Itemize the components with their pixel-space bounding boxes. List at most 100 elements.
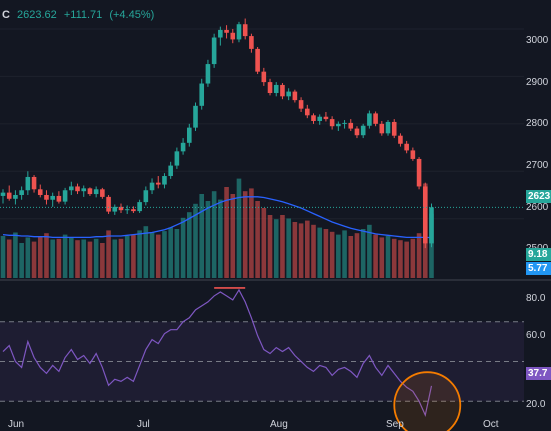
volume-bar <box>93 238 99 278</box>
volume-bar <box>62 234 68 278</box>
volume-bar <box>211 191 217 278</box>
volume-bar <box>162 231 167 278</box>
candle-body <box>249 36 254 49</box>
candle-body <box>342 122 347 124</box>
volume-value-tag: 9.18 <box>526 248 551 261</box>
candle-body <box>100 189 105 197</box>
volume-bar <box>118 238 124 278</box>
candle-body <box>292 91 298 101</box>
highlight-circle <box>393 371 462 431</box>
volume-bar <box>273 219 279 278</box>
volume-bar <box>131 234 136 278</box>
candle-body <box>50 195 55 200</box>
price-axis-label[interactable]: 2700 <box>526 160 549 171</box>
volume-bar <box>137 230 142 278</box>
volume-bar <box>298 223 304 278</box>
candle-body <box>224 29 229 33</box>
rsi-axis-label[interactable]: 80.0 <box>526 293 546 304</box>
volume-bar <box>81 239 87 278</box>
candle-body <box>19 190 24 195</box>
volume-bar <box>224 187 229 278</box>
volume-bar <box>199 194 205 278</box>
candle-body <box>69 186 74 191</box>
candle-body <box>168 165 173 177</box>
time-axis-label[interactable]: Oct <box>483 419 499 430</box>
candle-body <box>354 128 360 136</box>
candle-body <box>0 192 6 196</box>
time-axis-label[interactable]: Sep <box>386 419 404 430</box>
volume-bar <box>69 237 74 278</box>
ohlc-header: C 2623.62 +111.71 (+4.45%) <box>2 9 154 21</box>
candle-body <box>106 196 111 212</box>
price-axis-label[interactable]: 2600 <box>526 202 549 213</box>
volume-bar <box>360 229 366 278</box>
volume-ma-line <box>2 196 432 239</box>
candle-body <box>323 116 329 120</box>
rsi-chart[interactable] <box>0 281 551 431</box>
volume-bar <box>155 234 161 278</box>
rsi-pane[interactable]: 80.0 60.0 20.0 37.7 <box>0 281 551 431</box>
volume-bar <box>385 236 391 278</box>
volume-bar <box>336 234 341 278</box>
candle-body <box>398 135 403 144</box>
time-axis-label[interactable]: Jul <box>137 419 150 430</box>
volume-bar <box>367 224 372 278</box>
volume-bar <box>25 237 31 278</box>
candle-body <box>416 158 422 187</box>
volume-bar <box>19 243 24 278</box>
volume-bar <box>205 201 211 278</box>
candle-body <box>25 176 31 191</box>
candle-body <box>373 113 378 124</box>
volume-bar <box>323 229 329 278</box>
candle-body <box>280 84 285 97</box>
pane-divider[interactable] <box>0 279 551 281</box>
candle-body <box>162 176 167 185</box>
candle-body <box>360 125 366 136</box>
price-axis-label[interactable]: 3000 <box>526 35 549 46</box>
volume-bar <box>304 220 310 278</box>
candle-body <box>429 207 434 244</box>
volume-bar <box>0 236 6 278</box>
time-axis-label[interactable]: Aug <box>270 419 288 430</box>
rsi-axis-label[interactable]: 20.0 <box>526 399 546 410</box>
candle-body <box>348 122 354 129</box>
volume-bar <box>280 215 285 278</box>
volume-bar <box>193 203 198 278</box>
volume-bar <box>379 237 385 278</box>
candle-body <box>6 192 12 199</box>
volume-bar <box>112 239 118 278</box>
price-pane[interactable]: C 2623.62 +111.71 (+4.45%) 3000 2900 280… <box>0 0 551 280</box>
candle-body <box>404 143 409 151</box>
close-value: 2623.62 <box>17 9 57 21</box>
candle-body <box>155 182 161 185</box>
candle-body <box>180 142 186 152</box>
candle-body <box>422 186 428 244</box>
volume-bar <box>286 218 291 278</box>
volume-bar <box>391 238 397 278</box>
rsi-value-tag: 37.7 <box>526 367 551 380</box>
volume-bar <box>242 191 248 278</box>
candle-body <box>329 119 335 127</box>
candle-body <box>44 194 49 200</box>
candle-body <box>236 24 242 40</box>
candle-body <box>87 188 93 195</box>
volume-bar <box>87 241 93 278</box>
candle-body <box>410 150 416 159</box>
volume-bar <box>174 229 180 278</box>
time-axis-label[interactable]: Jun <box>8 419 25 430</box>
candle-body <box>211 37 217 65</box>
change-percent: (+4.45%) <box>109 9 155 21</box>
rsi-line <box>2 288 433 418</box>
candle-body <box>267 82 273 94</box>
candle-body <box>205 64 211 84</box>
rsi-axis-label[interactable]: 60.0 <box>526 330 546 341</box>
volume-ma-value-tag: 5.77 <box>526 262 551 275</box>
candle-body <box>112 206 118 212</box>
change-value: +111.71 <box>63 9 103 21</box>
price-axis-label[interactable]: 2800 <box>526 118 549 129</box>
price-chart[interactable] <box>0 0 551 280</box>
volume-bar <box>187 212 192 278</box>
candle-body <box>304 108 310 116</box>
price-axis-label[interactable]: 2900 <box>526 77 549 88</box>
candle-body <box>149 182 155 191</box>
